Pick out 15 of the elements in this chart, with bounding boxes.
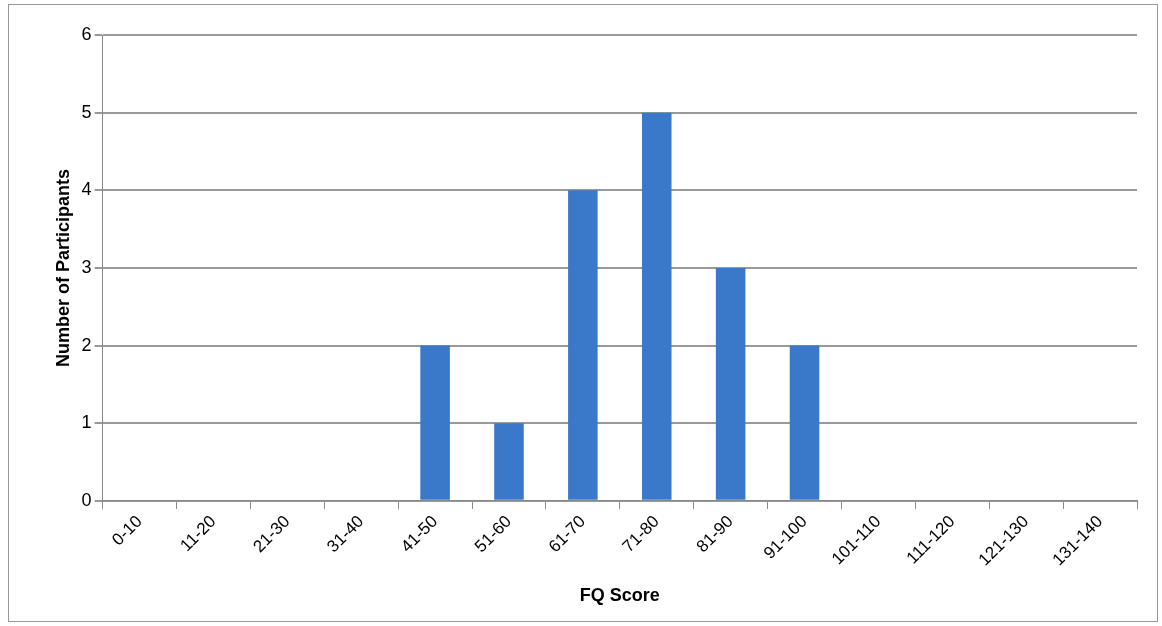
y-tick-label: 3 — [81, 256, 92, 277]
y-tick-label: 0 — [81, 489, 92, 510]
y-axis-title: Number of Participants — [52, 168, 73, 367]
y-tick-label: 1 — [81, 412, 92, 433]
x-axis-title: FQ Score — [579, 585, 660, 606]
y-tick-label: 6 — [81, 23, 92, 44]
y-tick-label: 4 — [81, 179, 92, 200]
bar — [568, 190, 598, 500]
bar — [420, 345, 450, 500]
bar — [789, 345, 820, 500]
bar — [494, 423, 524, 500]
y-tick-label: 2 — [81, 334, 92, 355]
bar — [715, 267, 746, 500]
y-tick-label: 5 — [81, 101, 92, 122]
bar — [641, 112, 672, 500]
